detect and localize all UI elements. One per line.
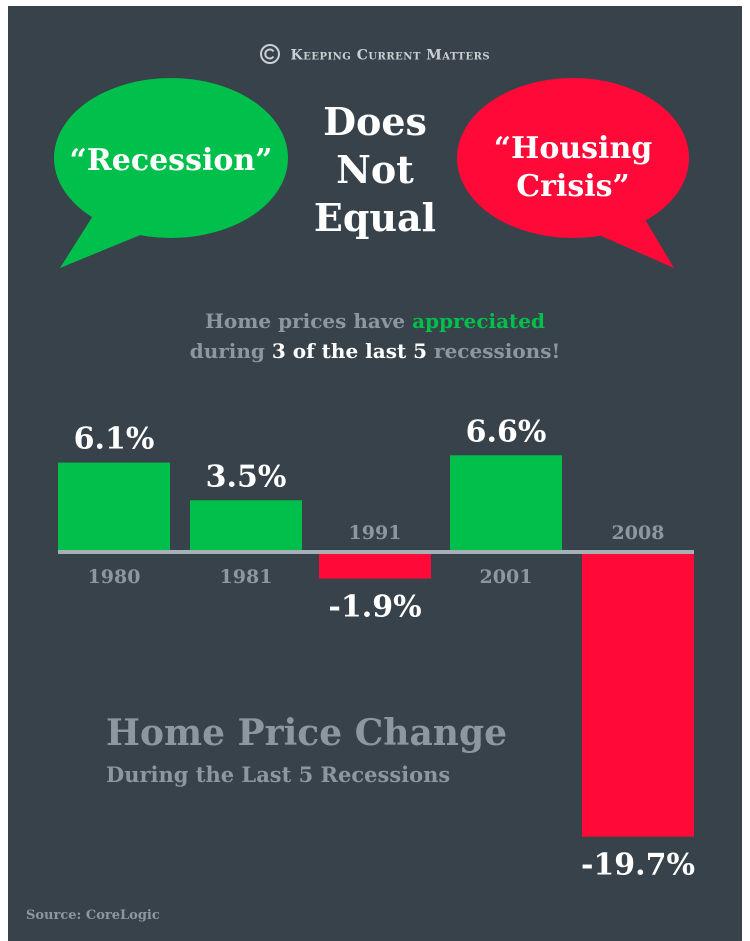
bar-1981 (190, 500, 302, 551)
headline-text-3: recessions! (427, 339, 561, 363)
center-line-3: Equal (313, 195, 437, 240)
value-label-1980: 6.1% (74, 422, 155, 457)
chart-title: Home Price Change (106, 712, 508, 754)
recession-bubble (54, 78, 288, 268)
bar-1980 (58, 462, 170, 551)
category-label-1980: 1980 (88, 566, 141, 588)
housing-crisis-line-2: Crisis” (516, 169, 630, 204)
headline-text-2: during (189, 339, 272, 363)
headline-appreciated: appreciated (412, 309, 545, 333)
recession-bubble-text: “Recession” (68, 142, 274, 180)
headline: Home prices have appreciated during 3 of… (8, 306, 742, 366)
housing-crisis-line-1: “Housing (493, 131, 653, 166)
headline-line-2: during 3 of the last 5 recessions! (8, 336, 742, 366)
housing-crisis-bubble-text: “Housing Crisis” (470, 130, 676, 206)
headline-count: 3 of the last 5 (271, 339, 428, 363)
category-label-1981: 1981 (220, 566, 273, 588)
center-line-1: Does (323, 99, 427, 144)
recession-label: “Recession” (69, 143, 273, 178)
headline-line-1: Home prices have appreciated (8, 306, 742, 336)
chart-subtitle: During the Last 5 Recessions (106, 762, 451, 787)
infographic-card: Keeping Current Matters “Recession” Does… (8, 6, 742, 941)
bar-2001 (450, 455, 562, 551)
kcm-logo-icon (259, 44, 280, 67)
value-label-1981: 3.5% (206, 459, 287, 494)
housing-crisis-bubble (457, 78, 689, 268)
brand-name: Keeping Current Matters (290, 47, 491, 64)
headline-text-1: Home prices have (204, 309, 413, 333)
category-label-2008: 2008 (612, 522, 665, 544)
does-not-equal-text: Does Not Equal (290, 98, 460, 242)
home-price-bar-chart: 6.1% 1980 3.5% 1981 -1.9% 1991 6.6% 2001 -19.7% 2… (58, 414, 695, 883)
center-line-2: Not (336, 147, 414, 192)
zero-baseline (58, 550, 694, 554)
value-label-2001: 6.6% (466, 414, 547, 449)
brand-header: Keeping Current Matters (8, 44, 742, 67)
bar-2008 (582, 551, 694, 837)
bar-1991 (319, 551, 431, 579)
source-note: Source: CoreLogic (26, 908, 160, 923)
value-label-1991: -1.9% (328, 590, 421, 625)
category-label-1991: 1991 (349, 522, 402, 544)
value-label-2008: -19.7% (581, 848, 695, 883)
category-label-2001: 2001 (480, 566, 533, 588)
speech-bubbles (54, 78, 689, 268)
